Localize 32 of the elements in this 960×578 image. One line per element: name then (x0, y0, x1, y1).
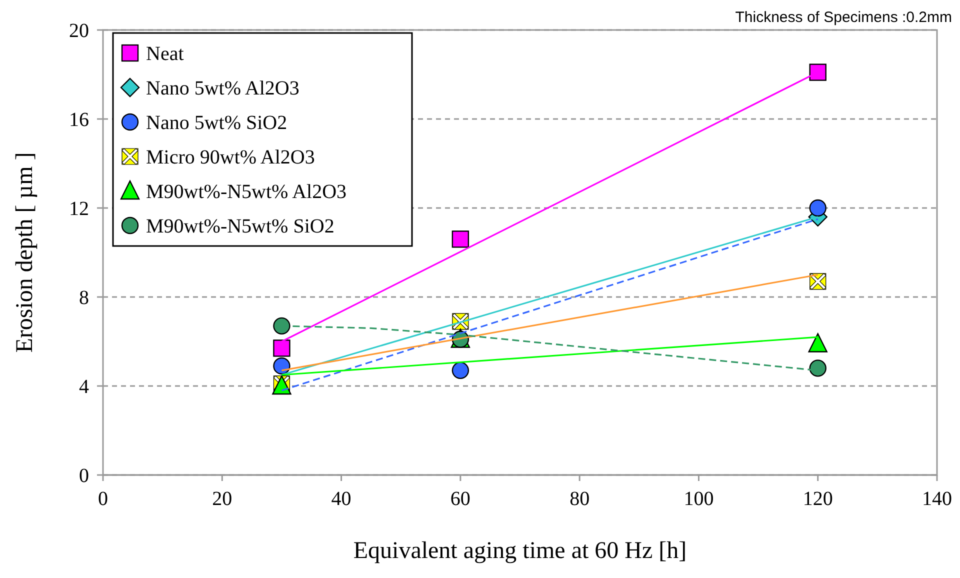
x-tick-label: 20 (212, 488, 232, 510)
point (809, 360, 826, 377)
y-axis-title: Erosion depth [ µm ] (12, 152, 38, 353)
legend-label: Neat (146, 43, 184, 65)
x-axis-title: Equivalent aging time at 60 Hz [h] (353, 538, 687, 564)
y-tick-label: 4 (79, 376, 89, 398)
text: Thickness of Specimens :0.2mm (735, 9, 952, 26)
x-tick-label: 0 (98, 488, 108, 510)
y-tick-label: 12 (69, 198, 89, 220)
y-tick-label: 8 (79, 287, 89, 309)
point (273, 317, 290, 335)
point (808, 333, 828, 352)
x-tick-label: 60 (450, 488, 470, 510)
x-tick-label: 100 (684, 488, 714, 510)
point (809, 199, 826, 217)
x-tick-label: 140 (922, 488, 952, 510)
y-tick-label: 20 (69, 20, 89, 42)
point (273, 340, 290, 357)
point (273, 357, 290, 375)
x-tick-label: 40 (331, 488, 352, 510)
legend-label: Micro 90wt% Al2O3 (146, 146, 315, 168)
x-tick-label: 80 (570, 488, 590, 510)
point (452, 362, 470, 380)
point (452, 230, 470, 248)
x-tick-label: 120 (802, 488, 833, 510)
point (809, 64, 826, 81)
y-tick-label: 0 (79, 465, 89, 487)
y-tick-label: 16 (69, 109, 89, 131)
legend-label: M90wt%-N5wt% SiO2 (146, 216, 334, 238)
legend-label: Nano 5wt% SiO2 (146, 112, 288, 134)
legend-label: Nano 5wt% Al2O3 (146, 78, 300, 100)
legend-label: M90wt%-N5wt% Al2O3 (146, 181, 347, 203)
